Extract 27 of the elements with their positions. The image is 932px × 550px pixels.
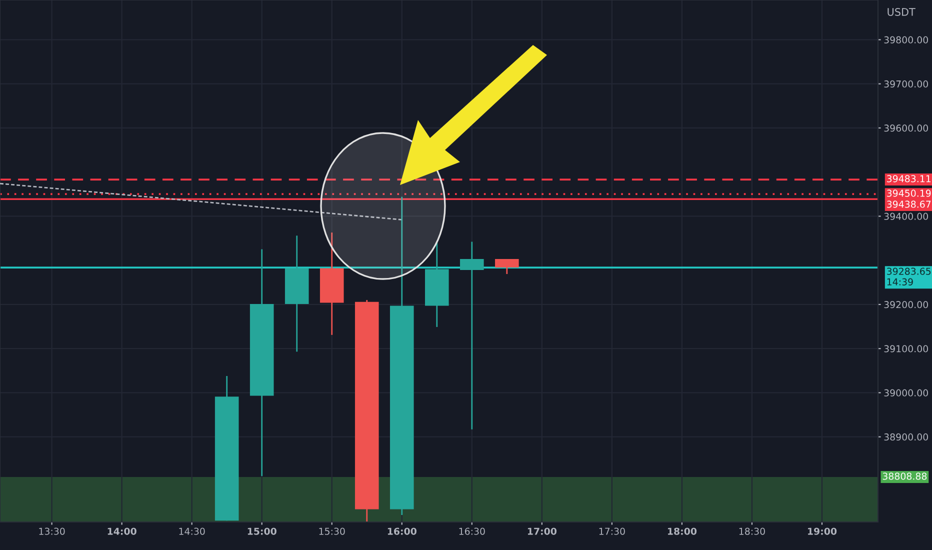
band-label: 38808.88 [882,472,927,480]
x-tick-label: 13:30 [39,528,65,535]
x-tick-label: 15:00 [248,528,276,535]
x-tick-label: 14:30 [179,528,205,535]
x-tick-label: 17:00 [528,528,557,535]
y-tick-label: 39600.00 [884,124,928,132]
x-tick-label: 14:00 [108,528,136,535]
y-axis-title: USDT [888,8,916,16]
y-tick-label: 38900.00 [884,433,928,441]
x-tick-label: 18:30 [739,528,765,535]
x-tick-label: 16:00 [388,528,416,535]
ref-line-label: 39283.65 14:39 [887,268,931,286]
y-tick-label: 39000.00 [884,389,928,396]
y-tick-label: 39400.00 [884,212,928,220]
x-tick-label: 15:30 [319,528,345,535]
x-tick-label: 19:00 [808,528,837,535]
x-tick-label: 16:30 [459,528,485,535]
ref-line-label: 39450.19 [887,190,931,197]
x-tick-label: 17:30 [599,528,625,535]
x-tick-label: 18:00 [668,528,697,535]
y-tick-label: 39200.00 [884,301,928,308]
y-tick-label: 39800.00 [884,36,928,44]
ref-line-label: 39438.67 [887,200,931,208]
ref-line-label: 39483.11 [887,175,931,182]
candlestick [495,258,519,275]
y-tick-label: 39700.00 [884,80,928,88]
y-tick-label: 39100.00 [884,345,928,352]
